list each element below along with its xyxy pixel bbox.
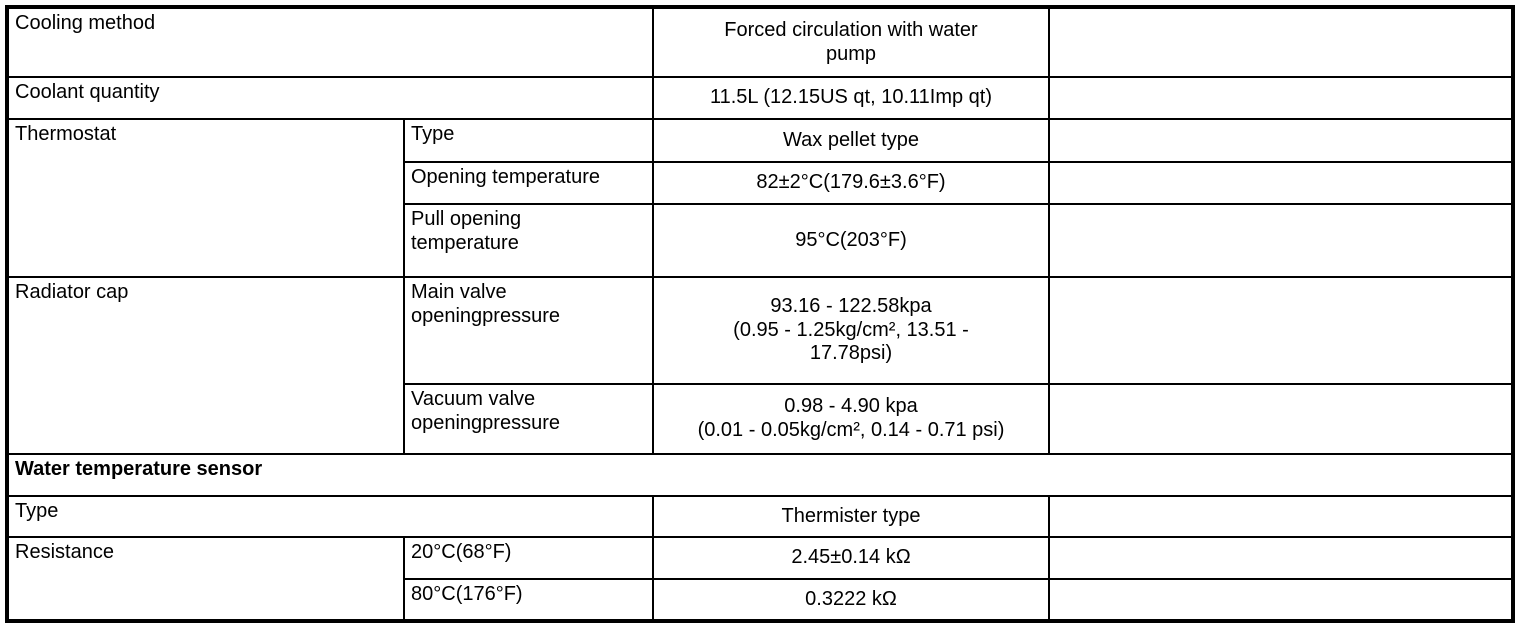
radiator-cap-label: Radiator cap <box>6 276 405 455</box>
resistance-20c-value: 2.45±0.14 kΩ <box>652 536 1050 580</box>
empty-cell <box>1048 495 1514 538</box>
main-valve-value: 93.16 - 122.58kpa (0.95 - 1.25kg/cm², 13… <box>652 276 1050 385</box>
row-pull-opening-temperature: Pull opening temperature 95°C(203°F) <box>7 203 1514 278</box>
vacuum-valve-label: Vacuum valve openingpressure <box>403 383 654 455</box>
empty-cell <box>1048 578 1514 622</box>
row-sensor-type: Type Thermister type <box>6 495 1514 538</box>
resistance-label: Resistance <box>6 536 405 622</box>
empty-cell <box>1048 383 1514 455</box>
row-coolant-quantity: Coolant quantity 11.5L (12.15US qt, 10.1… <box>6 76 1514 120</box>
cooling-method-label: Cooling method <box>6 6 654 78</box>
empty-cell <box>1048 76 1514 120</box>
sensor-type-label: Type <box>6 495 654 538</box>
opening-temperature-value: 82±2°C(179.6±3.6°F) <box>652 161 1050 205</box>
thermostat-label: Thermostat <box>6 118 405 278</box>
empty-cell <box>1048 536 1514 580</box>
cooling-method-value: Forced circulation with water pump <box>652 6 1050 78</box>
row-thermostat-type: Thermostat Type Wax pellet type <box>6 118 1514 278</box>
opening-temperature-label: Opening temperature <box>403 161 654 205</box>
sensor-type-value: Thermister type <box>652 495 1050 538</box>
row-vacuum-valve: Vacuum valve openingpressure 0.98 - 4.90… <box>7 383 1514 455</box>
vacuum-valve-value: 0.98 - 4.90 kpa (0.01 - 0.05kg/cm², 0.14… <box>652 383 1050 455</box>
row-opening-temperature: Opening temperature 82±2°C(179.6±3.6°F) <box>7 161 1514 205</box>
row-main-valve: Radiator cap Main valve openingpressure … <box>6 276 1514 455</box>
empty-cell <box>1048 276 1514 385</box>
empty-cell <box>1048 6 1514 78</box>
row-resistance-80c: 80°C(176°F) 0.3222 kΩ <box>7 578 1514 622</box>
empty-cell <box>1048 203 1514 278</box>
cooling-system-spec-table: Cooling method Forced circulation with w… <box>5 5 1515 623</box>
empty-cell <box>1048 118 1514 163</box>
thermostat-type-label: Type <box>403 118 654 163</box>
row-cooling-method: Cooling method Forced circulation with w… <box>6 6 1514 78</box>
row-resistance-20c: Resistance 20°C(68°F) 2.45±0.14 kΩ <box>6 536 1514 622</box>
pull-opening-temperature-value: 95°C(203°F) <box>652 203 1050 278</box>
resistance-20c-label: 20°C(68°F) <box>403 536 654 580</box>
resistance-80c-value: 0.3222 kΩ <box>652 578 1050 622</box>
coolant-quantity-label: Coolant quantity <box>6 76 654 120</box>
row-water-temp-sensor-header: Water temperature sensor <box>6 453 1514 497</box>
water-temp-sensor-section-header: Water temperature sensor <box>6 453 1514 497</box>
resistance-80c-label: 80°C(176°F) <box>403 578 654 622</box>
thermostat-type-value: Wax pellet type <box>652 118 1050 163</box>
coolant-quantity-value: 11.5L (12.15US qt, 10.11Imp qt) <box>652 76 1050 120</box>
main-valve-label: Main valve openingpressure <box>403 276 654 385</box>
pull-opening-temperature-label: Pull opening temperature <box>403 203 654 278</box>
empty-cell <box>1048 161 1514 205</box>
